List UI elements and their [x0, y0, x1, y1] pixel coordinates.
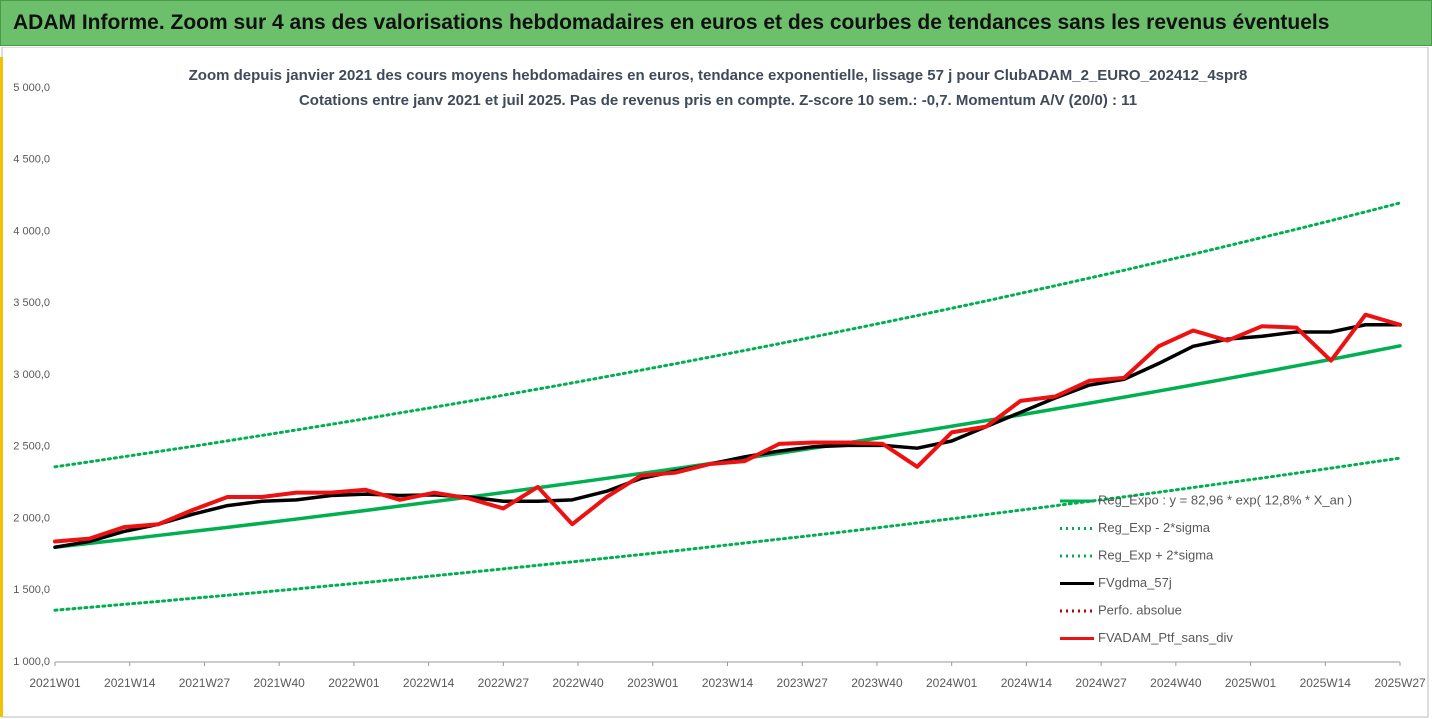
x-tick-label: 2024W14: [1001, 676, 1053, 690]
series-line: [53, 456, 1402, 612]
x-tick-label: 2022W01: [328, 676, 380, 690]
x-tick-label: 2021W40: [253, 676, 305, 690]
y-tick-label: 2 000,0: [13, 512, 50, 524]
series-line: [53, 312, 1402, 544]
y-tick-label: 1 500,0: [13, 584, 50, 596]
x-tick-label: 2023W40: [851, 676, 903, 690]
legend-label: Reg_Exp + 2*sigma: [1098, 547, 1214, 562]
legend-label: FVgdma_57j: [1098, 575, 1172, 590]
y-tick-label: 1 000,0: [13, 656, 50, 668]
y-tick-label: 4 000,0: [13, 225, 50, 237]
x-tick-label: 2023W27: [777, 676, 829, 690]
x-tick-label: 2021W14: [104, 676, 156, 690]
x-tick-label: 2021W01: [29, 676, 81, 690]
x-tick-label: 2024W40: [1150, 676, 1202, 690]
chart: Zoom depuis janvier 2021 des cours moyen…: [0, 47, 1429, 718]
chart-title: Zoom depuis janvier 2021 des cours moyen…: [189, 67, 1248, 84]
banner-title: ADAM Informe. Zoom sur 4 ans des valoris…: [13, 11, 1330, 34]
legend-label: Reg_Expo : y = 82,96 * exp( 12,8% * X_an…: [1098, 492, 1352, 507]
y-tick-label: 4 500,0: [13, 154, 50, 166]
x-tick-label: 2024W01: [926, 676, 978, 690]
x-tick-label: 2025W01: [1225, 676, 1277, 690]
chart-frame: [1, 47, 1429, 718]
x-tick-label: 2022W27: [478, 676, 530, 690]
x-tick-label: 2025W27: [1374, 676, 1426, 690]
legend-label: Perfo. absolue: [1098, 602, 1182, 617]
left-accent: [0, 57, 3, 717]
y-tick-label: 5 000,0: [13, 82, 50, 94]
x-tick-label: 2022W14: [403, 676, 455, 690]
x-tick-label: 2024W27: [1075, 676, 1127, 690]
x-tick-label: 2022W40: [552, 676, 604, 690]
x-tick-label: 2023W01: [627, 676, 679, 690]
x-tick-label: 2023W14: [702, 676, 754, 690]
y-tick-label: 2 500,0: [13, 441, 50, 453]
legend-label: FVADAM_Ptf_sans_div: [1098, 630, 1233, 645]
y-tick-label: 3 000,0: [13, 369, 50, 381]
y-tick-label: 3 500,0: [13, 297, 50, 309]
chart-subtitle: Cotations entre janv 2021 et juil 2025. …: [299, 92, 1137, 109]
banner: ADAM Informe. Zoom sur 4 ans des valoris…: [0, 0, 1432, 46]
x-tick-label: 2021W27: [179, 676, 231, 690]
legend-label: Reg_Exp - 2*sigma: [1098, 520, 1211, 535]
series-line: [53, 201, 1402, 469]
x-tick-label: 2025W14: [1300, 676, 1352, 690]
series-line: [53, 323, 1402, 549]
